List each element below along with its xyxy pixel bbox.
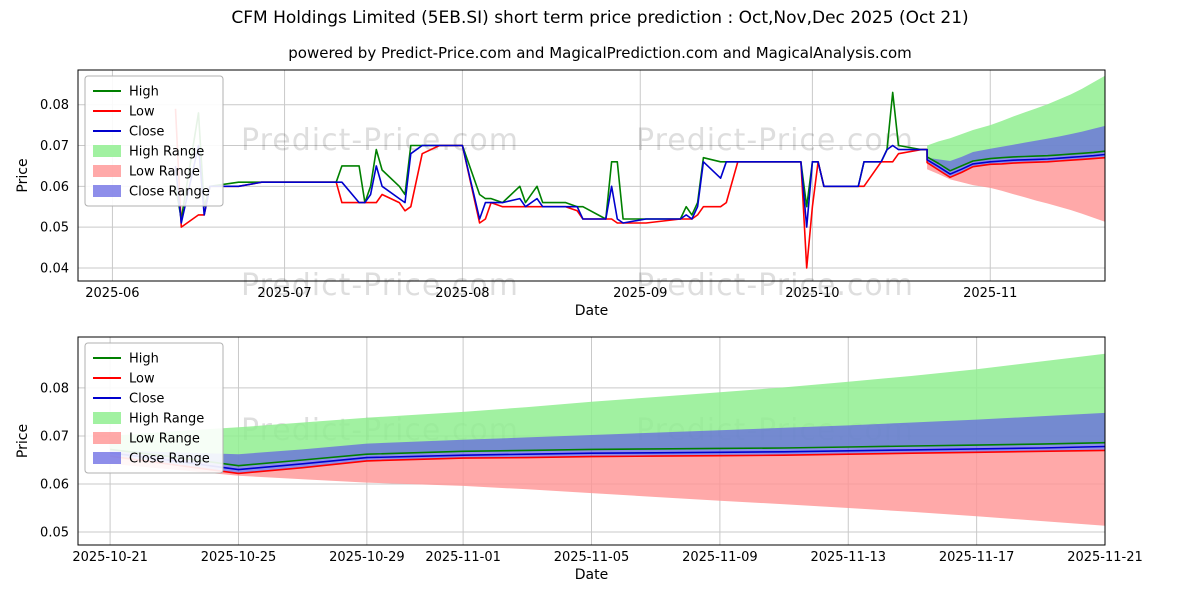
series-line-low (174, 108, 1106, 269)
watermark-text: Predict-Price.com (636, 123, 914, 158)
x-tick-label: 2025-10-21 (72, 550, 148, 565)
y-tick-label: 0.05 (40, 221, 69, 236)
y-axis-label: Price (15, 424, 31, 458)
x-tick-label: 2025-08 (435, 286, 489, 301)
legend-key-close-range (93, 452, 121, 464)
band-low-range (927, 157, 1105, 222)
series-line-low (109, 449, 1106, 475)
x-tick-label: 2025-10 (785, 286, 839, 301)
x-tick-label: 2025-11-13 (810, 550, 886, 565)
series-line-high (110, 441, 1106, 467)
y-tick-label: 0.06 (40, 477, 69, 492)
watermark-text: Predict-Price.com (241, 123, 519, 158)
watermark-text: Predict-Price.com (241, 268, 519, 303)
y-tick-label: 0.08 (40, 98, 69, 113)
legend-key-high-range (93, 145, 121, 157)
top-chart: Predict-Price.com Predict-Price.com Predic… (15, 69, 1106, 319)
legend-label: Close Range (129, 452, 210, 467)
legend-label: Low Range (129, 165, 200, 180)
x-tick-label: 2025-11-17 (939, 550, 1015, 565)
legend-label: Low Range (129, 432, 200, 447)
watermark-text: Predict-Price.com (636, 268, 914, 303)
legend-label: High (129, 85, 159, 100)
x-tick-label: 2025-11-05 (554, 550, 630, 565)
axes-frame (77, 69, 1106, 282)
legend-key-high-range (93, 412, 121, 424)
legend-key-low-range (93, 165, 121, 177)
axes-frame (77, 336, 1106, 546)
legend-label: High Range (129, 412, 204, 427)
legend-label: High Range (129, 145, 204, 160)
legend-label: Low (129, 372, 155, 387)
y-tick-label: 0.05 (40, 526, 69, 541)
x-tick-label: 2025-07 (257, 286, 311, 301)
x-tick-label: 2025-11-21 (1067, 550, 1143, 565)
series-line-high (174, 91, 1106, 220)
legend-label: High (129, 352, 159, 367)
legend-label: Close Range (129, 185, 210, 200)
x-axis-label: Date (575, 303, 608, 319)
y-tick-label: 0.06 (40, 180, 69, 195)
legend-key-close-range (93, 185, 121, 197)
chart-subtitle: powered by Predict-Price.com and Magical… (288, 44, 912, 62)
x-tick-label: 2025-11 (963, 286, 1017, 301)
y-tick-label: 0.07 (40, 139, 69, 154)
x-tick-label: 2025-11-01 (425, 550, 501, 565)
x-tick-label: 2025-11-09 (682, 550, 758, 565)
x-tick-label: 2025-10-25 (201, 550, 277, 565)
x-tick-label: 2025-10-29 (329, 550, 405, 565)
chart-title: CFM Holdings Limited (5EB.SI) short term… (231, 8, 969, 28)
y-tick-label: 0.04 (40, 261, 69, 276)
bottom-chart: Predict-Price.comPredict-Price.com2025-1… (15, 336, 1143, 583)
series-line-close (109, 445, 1106, 471)
legend-key-low-range (93, 432, 121, 444)
x-axis-label: Date (575, 567, 608, 583)
legend-label: Low (129, 105, 155, 120)
x-tick-label: 2025-09 (613, 286, 667, 301)
y-tick-label: 0.08 (40, 381, 69, 396)
series-line-close (174, 144, 1106, 228)
y-axis-label: Price (15, 158, 31, 192)
legend-label: Close (129, 392, 164, 407)
x-tick-label: 2025-06 (85, 286, 139, 301)
y-tick-label: 0.07 (40, 429, 69, 444)
band-low-range (110, 450, 1106, 526)
legend-label: Close (129, 125, 164, 140)
